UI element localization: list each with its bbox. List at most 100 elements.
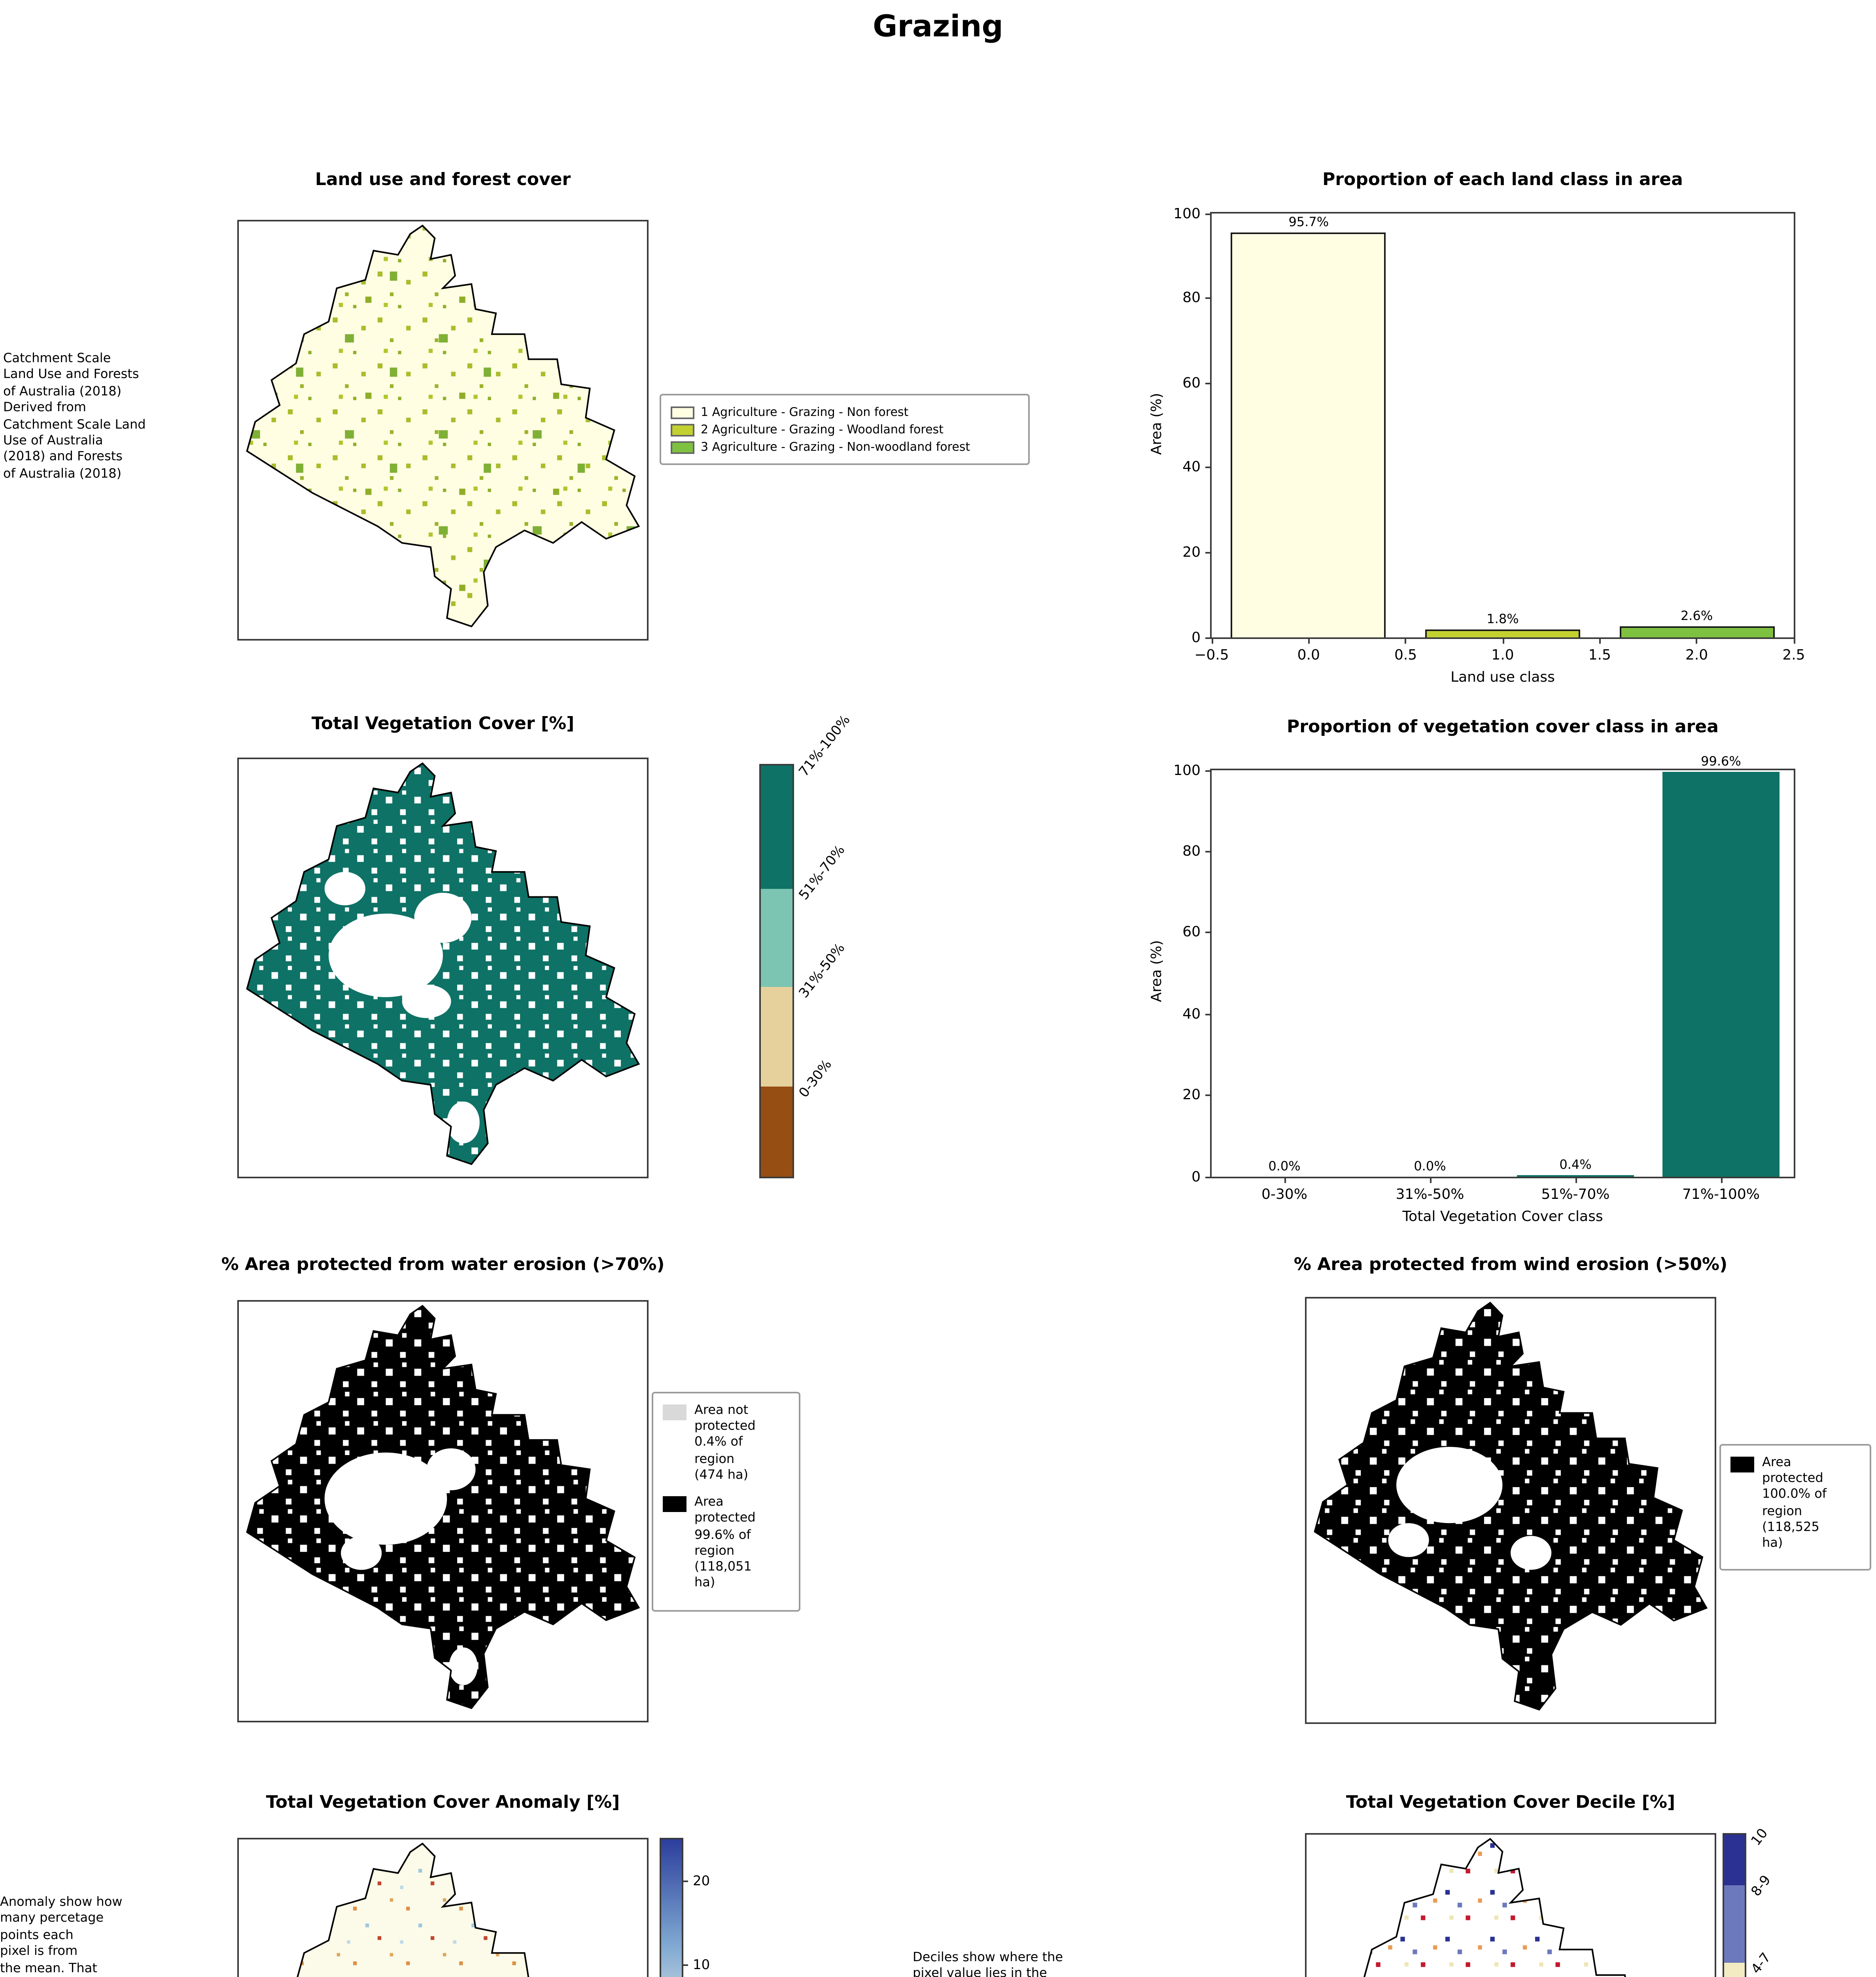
y-tick-label: 60 (1182, 926, 1201, 942)
x-tick (1599, 637, 1601, 644)
y-tick (1205, 1094, 1212, 1096)
colorbar-segment (761, 889, 792, 988)
veg-cover-map (237, 758, 649, 1178)
legend-label: Area protected 100.0% of region (118,525… (1762, 1455, 1827, 1550)
legend-label: 1 Agriculture - Grazing - Non forest (701, 405, 909, 419)
y-tick (1205, 1176, 1212, 1178)
y-tick-label: 100 (1173, 763, 1201, 779)
bar (1662, 772, 1780, 1177)
y-tick (1205, 467, 1212, 469)
x-tick-label: −0.5 (1194, 648, 1229, 664)
bar-value-label: 0.4% (1559, 1157, 1592, 1172)
wind-erosion-map-title: % Area protected from wind erosion (>50%… (1294, 1254, 1728, 1275)
veg-cover-bar-chart: 0.0% 0.0% 0.4% 99.6% 0 20 40 60 80 100 0-30% 31%-50… (1173, 754, 1795, 1204)
decile-colorbar: 108-94-72-31 (1723, 1826, 1775, 1977)
y-tick (1205, 851, 1212, 852)
legend-label: 2 Agriculture - Grazing - Woodland fores… (701, 422, 944, 437)
y-tick-label: 60 (1182, 376, 1201, 392)
veg-cover-colorbar: 71%-100% 51%-70% 31%-50% 0-30% (759, 713, 854, 1178)
x-tick (1429, 1177, 1431, 1183)
y-tick-label: 0 (1191, 1170, 1201, 1185)
decile-map-canvas (1307, 1835, 1715, 1977)
y-tick (1205, 213, 1212, 214)
y-tick-label: 20 (1182, 1088, 1201, 1104)
colorbar-segment (761, 987, 792, 1087)
bar-value-label: 0.0% (1268, 1159, 1301, 1174)
colorbar-segment-label: 10 (1749, 1826, 1772, 1850)
legend-label: Area not protected 0.4% of region (474 h… (694, 1403, 756, 1482)
decile-map-title: Total Vegetation Cover Decile [%] (1346, 1792, 1676, 1813)
y-tick-label: 20 (1182, 545, 1201, 561)
legend-item: Area protected 100.0% of region (118,525… (1730, 1455, 1860, 1552)
x-tick-label: 0-30% (1261, 1188, 1307, 1204)
bar (1619, 626, 1774, 637)
bar (1517, 1175, 1634, 1177)
x-tick-label: 0.0 (1297, 648, 1320, 664)
y-tick (1205, 769, 1212, 771)
colorbar-segment-label: 71%-100% (796, 713, 855, 781)
water-erosion-map-canvas (239, 1302, 647, 1721)
legend-label: 3 Agriculture - Grazing - Non-woodland f… (701, 440, 970, 454)
colorbar-segment-label: 8-9 (1749, 1873, 1775, 1901)
bar-value-label: 0.0% (1414, 1159, 1446, 1174)
y-tick (1205, 297, 1212, 299)
bar-value-label: 1.8% (1486, 612, 1519, 627)
wind-erosion-map (1305, 1297, 1716, 1724)
y-tick-label: 100 (1173, 206, 1201, 222)
land-class-chart-ylabel: Area (%) (1150, 393, 1166, 455)
page-title: Grazing (873, 9, 1003, 44)
x-tick (1720, 1177, 1722, 1183)
x-tick (1696, 637, 1698, 644)
legend-swatch (663, 1496, 686, 1512)
anomaly-map-title: Total Vegetation Cover Anomaly [%] (266, 1792, 620, 1813)
bar (1425, 629, 1581, 637)
x-tick-label: 1.5 (1588, 648, 1611, 664)
colorbar-segment-label: 31%-50% (796, 941, 849, 1002)
water-erosion-legend: Area not protected 0.4% of region (474 h… (652, 1392, 800, 1611)
land-class-chart-title: Proportion of each land class in area (1322, 169, 1683, 190)
y-tick-label: 40 (1182, 1007, 1201, 1023)
x-tick (1793, 637, 1795, 644)
colorbar-segment (761, 1086, 792, 1177)
y-tick-label: 80 (1182, 291, 1201, 307)
y-tick (1205, 637, 1212, 638)
y-tick (1205, 382, 1212, 384)
land-class-bar-chart: 95.7% 1.8% 2.6% 0 20 40 60 80 100 −0.5 0.0 0.5 1.0 1.… (1173, 206, 1805, 664)
x-tick-label: 31%-50% (1396, 1188, 1464, 1204)
veg-cover-map-title: Total Vegetation Cover [%] (311, 713, 575, 734)
x-tick (1211, 637, 1212, 644)
legend-item: Area protected 99.6% of region (118,051 … (663, 1495, 789, 1592)
decile-note: Deciles show where the pixel value lies … (913, 1950, 1063, 1977)
bar-value-label: 2.6% (1680, 609, 1713, 624)
veg-class-chart-ylabel: Area (%) (1150, 940, 1166, 1002)
bar-value-label: 95.7% (1288, 214, 1329, 229)
x-tick-label: 51%-70% (1541, 1188, 1610, 1204)
legend-swatch (671, 406, 694, 418)
y-tick (1205, 932, 1212, 934)
x-tick-label: 2.5 (1782, 648, 1805, 664)
anomaly-colorbar: 20100−10−20 (660, 1838, 710, 1977)
x-tick-label: 71%-100% (1682, 1188, 1760, 1204)
x-tick (1308, 637, 1310, 644)
decile-map (1305, 1833, 1716, 1977)
legend-item: 1 Agriculture - Grazing - Non forest (671, 405, 1019, 419)
colorbar-segment (1724, 1962, 1745, 1977)
land-use-map-title: Land use and forest cover (315, 169, 571, 190)
veg-cover-map-canvas (239, 759, 647, 1177)
x-tick-label: 1.0 (1491, 648, 1514, 664)
land-class-chart-xlabel: Land use class (1450, 671, 1555, 686)
y-tick (1205, 552, 1212, 554)
legend-item: 2 Agriculture - Grazing - Woodland fores… (671, 422, 1019, 437)
wind-erosion-map-canvas (1307, 1298, 1715, 1722)
y-tick-label: 40 (1182, 461, 1201, 477)
land-use-map-canvas (239, 221, 647, 639)
legend-swatch (671, 423, 694, 436)
colorbar-segment-label: 0-30% (796, 1057, 836, 1101)
legend-swatch (1730, 1457, 1754, 1472)
colorbar-segment-label: 51%-70% (796, 843, 849, 904)
x-tick (1284, 1177, 1285, 1183)
legend-label: Area protected 99.6% of region (118,051 … (694, 1495, 756, 1590)
colorbar-segment (1724, 1835, 1745, 1886)
legend-swatch (663, 1404, 686, 1420)
